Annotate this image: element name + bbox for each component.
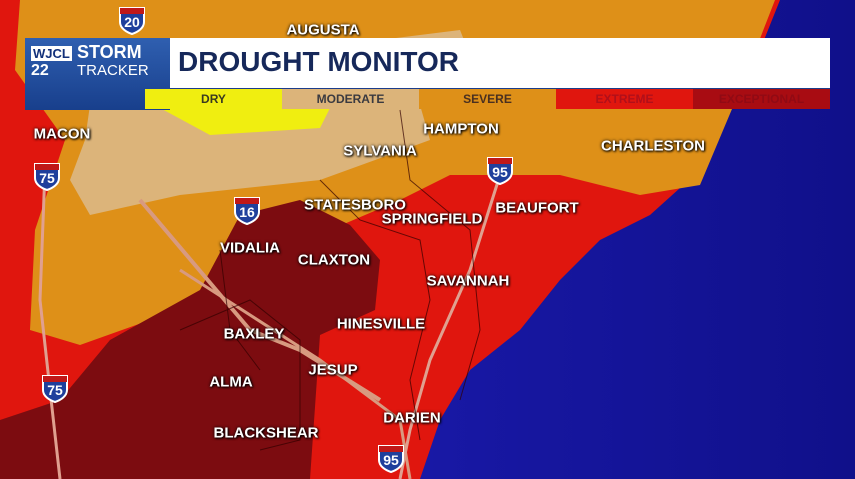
city-label: DARIEN bbox=[383, 409, 441, 427]
interstate-shield-icon: 75 bbox=[32, 161, 62, 191]
city-label: SPRINGFIELD bbox=[381, 210, 483, 228]
city-label: STATESBORO bbox=[304, 196, 406, 214]
city-label: BAXLEY bbox=[223, 325, 285, 343]
city-label: SYLVANIA bbox=[343, 142, 417, 160]
city-label: ALMA bbox=[209, 373, 253, 391]
city-label: CHARLESTON bbox=[601, 137, 705, 155]
city-label: HAMPTON bbox=[423, 120, 499, 138]
city-label: MACON bbox=[33, 125, 91, 143]
legend-extreme: EXTREME bbox=[556, 89, 693, 109]
city-label: VIDALIA bbox=[220, 239, 280, 257]
city-label: JESUP bbox=[308, 361, 358, 379]
region-moderate bbox=[70, 105, 430, 215]
county-lines bbox=[179, 109, 481, 451]
page-title: DROUGHT MONITOR bbox=[178, 46, 460, 77]
city-label: HINESVILLE bbox=[336, 315, 426, 333]
city-label: BEAUFORT bbox=[495, 199, 579, 217]
region-exceptional bbox=[0, 200, 380, 479]
interstate-shield-icon: 95 bbox=[485, 155, 515, 185]
title-bar: DROUGHT MONITOR bbox=[170, 38, 830, 90]
interstate-shield-icon: 20 bbox=[117, 5, 147, 35]
station-logo: WJCL 22 STORM TRACKER bbox=[25, 38, 170, 110]
legend-severe: SEVERE bbox=[419, 89, 556, 109]
interstate-shield-icon: 95 bbox=[376, 443, 406, 473]
legend-moderate: MODERATE bbox=[282, 89, 419, 109]
interstate-shield-icon: 16 bbox=[232, 195, 262, 225]
legend-dry: DRY bbox=[145, 89, 282, 109]
city-label: BLACKSHEAR bbox=[213, 424, 319, 442]
header-banner: WJCL 22 STORM TRACKER DROUGHT MONITOR DR… bbox=[25, 38, 830, 110]
city-label: CLAXTON bbox=[297, 251, 371, 269]
highway-95-line bbox=[398, 174, 502, 479]
city-label: AUGUSTA bbox=[286, 21, 360, 39]
highway-75-line bbox=[38, 169, 62, 479]
drought-legend: DRY MODERATE SEVERE EXTREME EXCEPTIONAL bbox=[145, 89, 830, 109]
city-label: SAVANNAH bbox=[426, 272, 510, 290]
region-dry bbox=[160, 108, 330, 135]
legend-exceptional: EXCEPTIONAL bbox=[693, 89, 830, 109]
interstate-shield-icon: 75 bbox=[40, 373, 70, 403]
